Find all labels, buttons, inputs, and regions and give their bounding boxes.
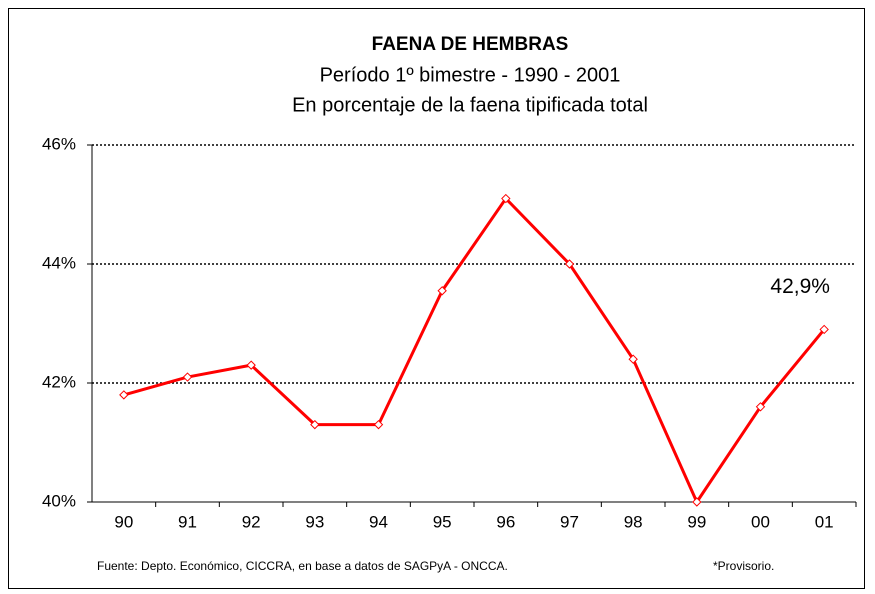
data-label: 42,9% bbox=[770, 275, 830, 298]
chart-title: FAENA DE HEMBRAS bbox=[372, 34, 569, 55]
point-marker bbox=[310, 419, 320, 430]
x-tick-label: 01 bbox=[815, 512, 834, 531]
x-tick-label: 94 bbox=[369, 512, 388, 531]
series-line bbox=[123, 197, 826, 504]
point-marker bbox=[373, 419, 384, 430]
footnote: *Provisorio. bbox=[713, 559, 774, 573]
y-tick-label: 46% bbox=[42, 134, 76, 153]
y-tick-label: 40% bbox=[42, 491, 76, 510]
point-marker bbox=[246, 360, 256, 370]
y-tick-label: 42% bbox=[42, 372, 76, 391]
x-tick-label: 90 bbox=[114, 512, 133, 531]
point-marker bbox=[501, 193, 511, 204]
x-tick-label: 93 bbox=[305, 512, 324, 531]
x-tick-label: 92 bbox=[242, 512, 261, 531]
point-marker bbox=[819, 324, 829, 335]
x-tick-label: 95 bbox=[433, 512, 452, 531]
chart-subtitle: En porcentaje de la faena tipificada tot… bbox=[292, 94, 648, 116]
point-marker bbox=[437, 286, 447, 296]
point-marker bbox=[119, 390, 129, 400]
point-marker bbox=[182, 372, 193, 382]
point-marker bbox=[692, 497, 702, 507]
x-tick-label: 97 bbox=[560, 512, 579, 531]
x-tick-label: 00 bbox=[751, 512, 770, 531]
point-marker bbox=[628, 354, 638, 364]
x-tick-label: 99 bbox=[687, 512, 706, 531]
point-marker bbox=[564, 259, 575, 269]
frame bbox=[8, 8, 865, 589]
y-tick-label: 44% bbox=[42, 253, 76, 272]
footnote: Fuente: Depto. Económico, CICCRA, en bas… bbox=[97, 559, 508, 573]
x-tick-label: 91 bbox=[178, 512, 197, 531]
x-tick-label: 96 bbox=[496, 512, 515, 531]
chart-subtitle: Período 1º bimestre - 1990 - 2001 bbox=[320, 64, 621, 86]
point-marker bbox=[755, 402, 766, 412]
x-tick-label: 98 bbox=[624, 512, 643, 531]
